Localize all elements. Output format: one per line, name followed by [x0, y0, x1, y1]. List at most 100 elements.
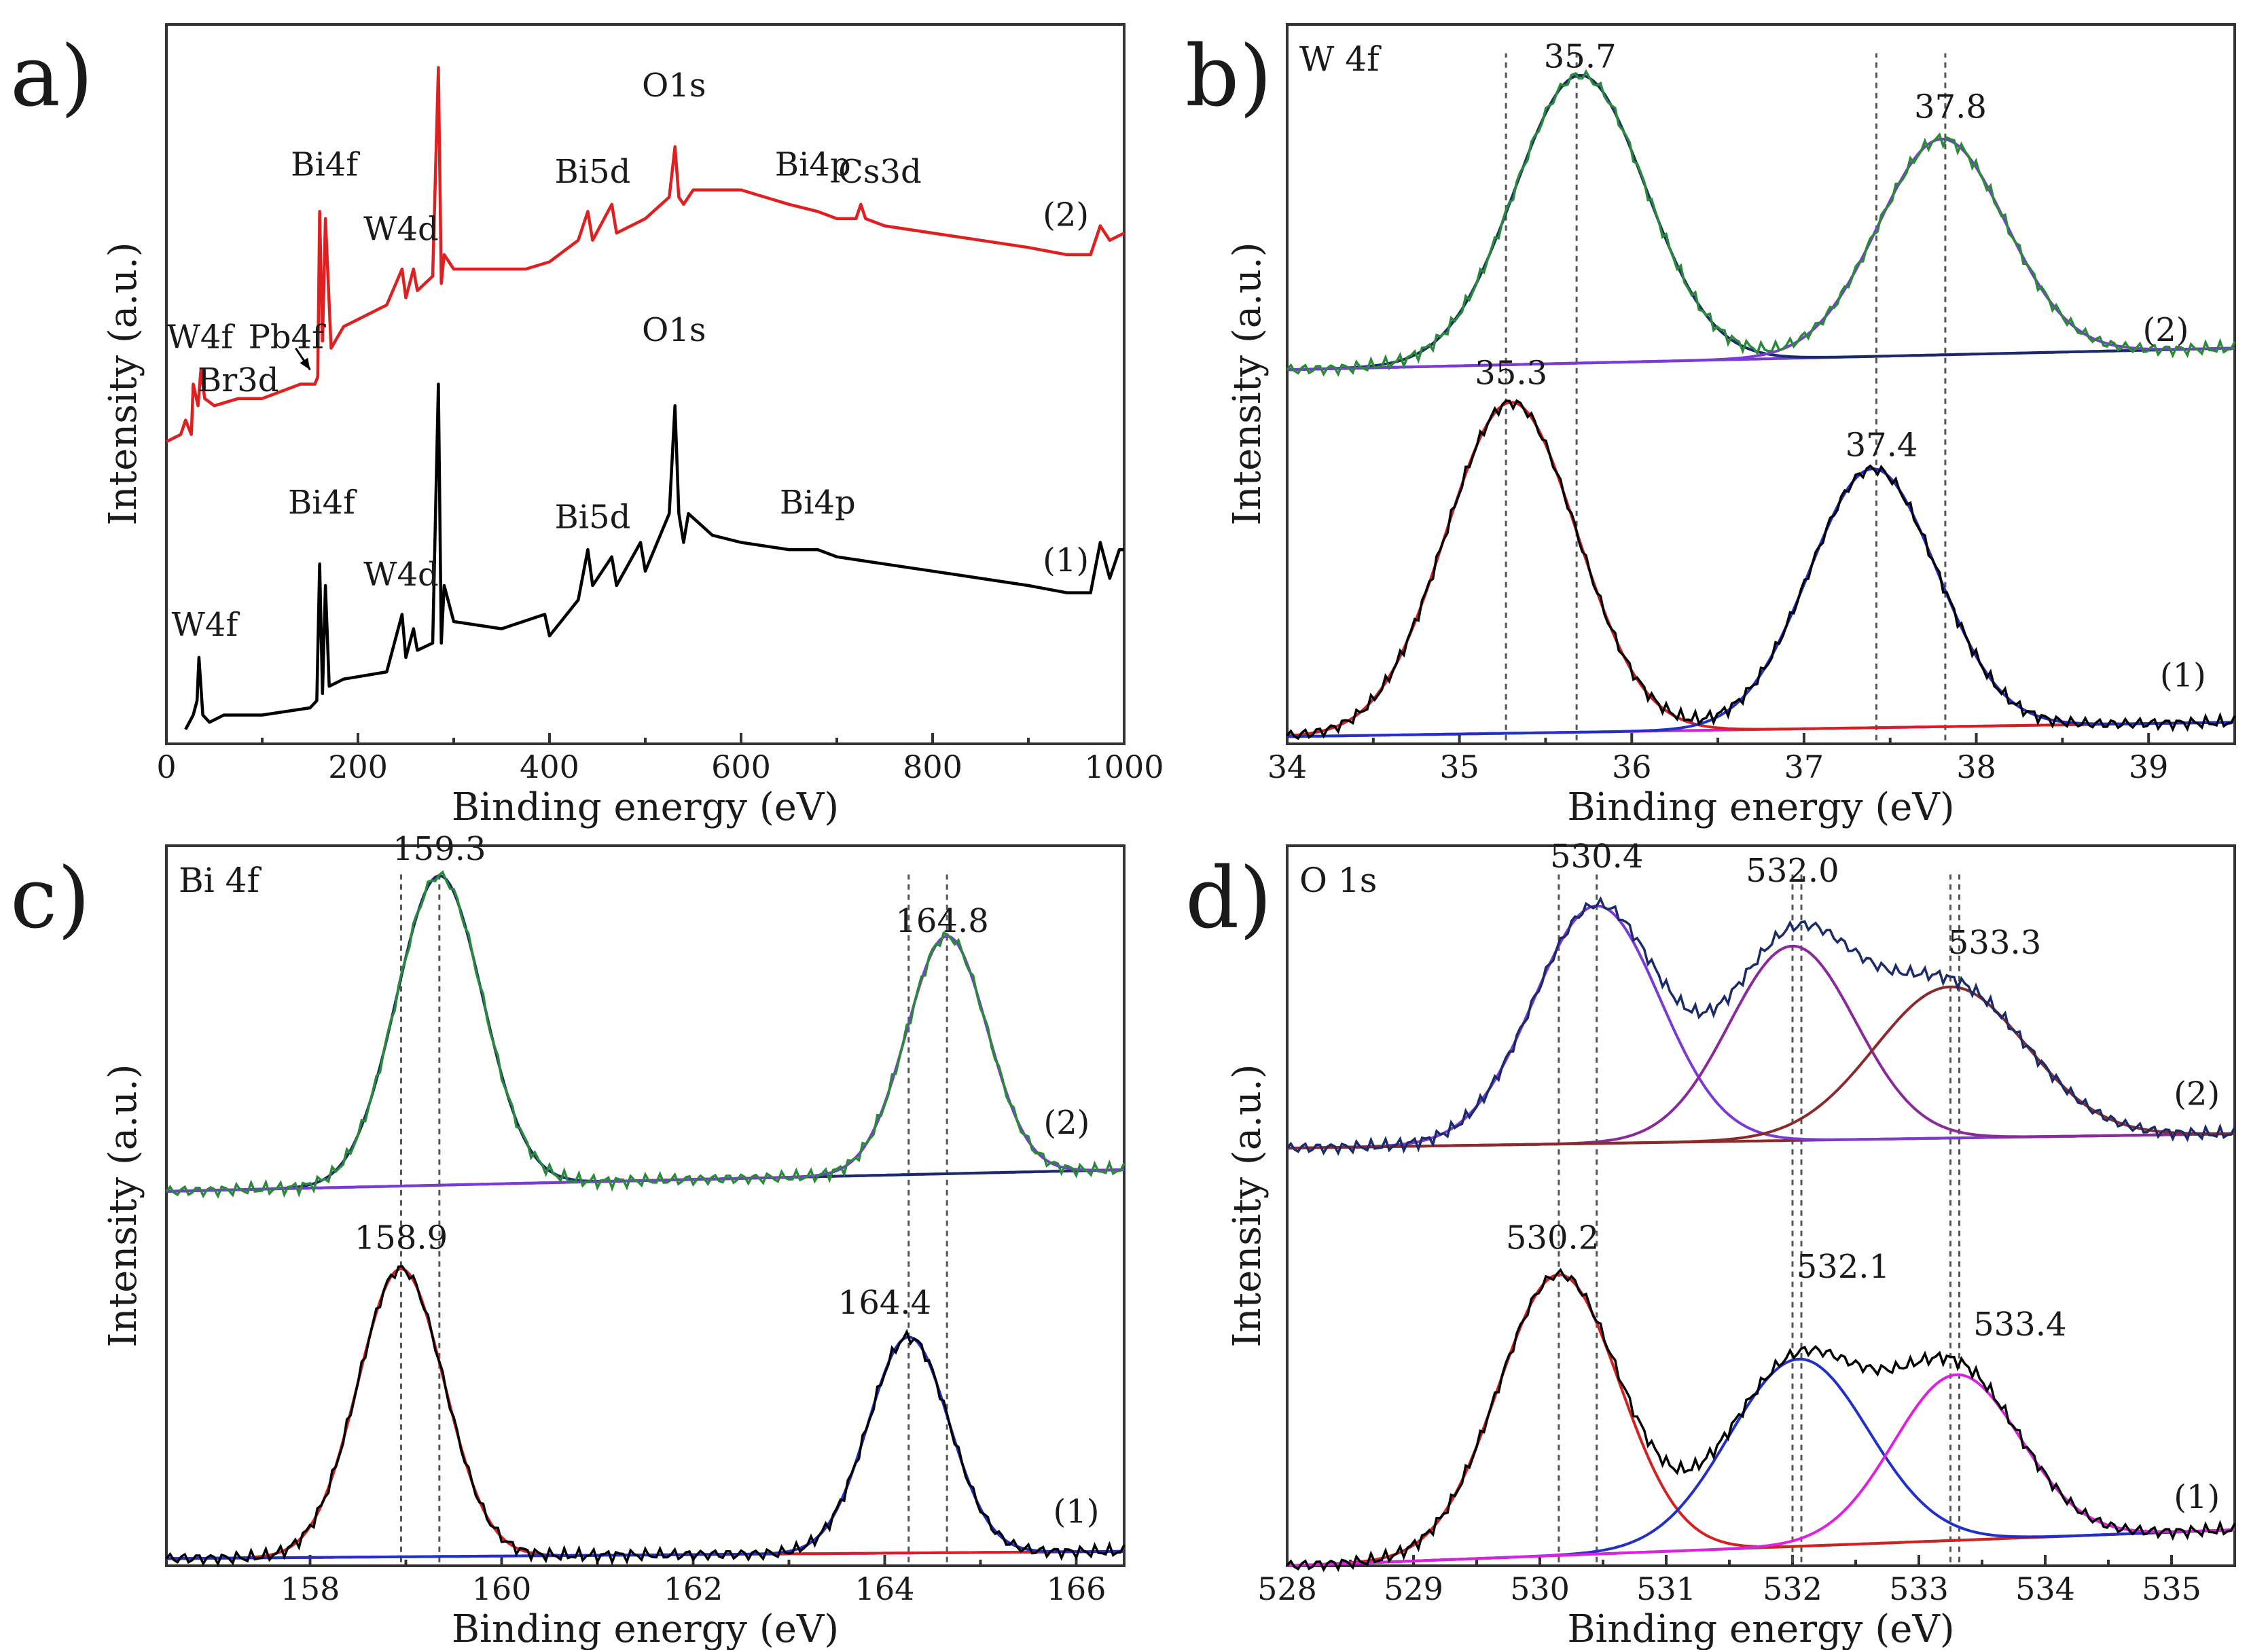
x-tick-label: 38 [1956, 749, 1996, 785]
peak-value-label: 37.4 [1846, 426, 1918, 464]
x-tick-label: 164 [855, 1571, 915, 1607]
x-tick-label: 160 [472, 1571, 532, 1607]
x-axis-title: Binding energy (eV) [1567, 785, 1954, 829]
panel-title: Bi 4f [179, 861, 262, 900]
x-tick-label: 800 [903, 749, 962, 785]
x-tick-label: 532 [1763, 1571, 1822, 1607]
panel-label: d) [1185, 850, 1272, 948]
panel-label: a) [10, 28, 93, 126]
x-tick-label: 530 [1510, 1571, 1570, 1607]
plot-frame [165, 844, 1126, 1567]
panel-d: d) 528 529 530 531 532 533 534 535 Binding energy… [1185, 838, 2236, 1650]
peak-value-label: 158.9 [355, 1219, 448, 1257]
fit-peak-2-3 [1286, 985, 2235, 1150]
peak-value-label: 35.3 [1475, 355, 1547, 393]
peak-value-label: 164.4 [838, 1284, 931, 1322]
envelope-line-2 [1286, 69, 2236, 377]
peak-annotation: Bi4f [288, 484, 357, 522]
panel-a: a) 0 200 400 600 800 1000 Binding energy (eV) In… [10, 23, 1164, 829]
x-tick-label: 36 [1612, 749, 1652, 785]
fit-peak-1-2 [1286, 467, 2235, 738]
panel-title: W 4f [1299, 39, 1382, 79]
peak-value-label: 37.8 [1914, 88, 1987, 126]
peak-annotation: O1s [642, 67, 706, 105]
x-axis-title: Binding energy (eV) [452, 785, 839, 829]
envelope-line-1 [1286, 399, 2236, 740]
x-tick-label: 162 [664, 1571, 723, 1607]
x-tick-label: 535 [2142, 1571, 2201, 1607]
envelope-line-2 [165, 870, 1126, 1199]
envelope-line-1 [165, 1265, 1126, 1567]
fit-peak-1-1 [1286, 401, 2235, 737]
peak-annotation: W4d [363, 211, 439, 249]
envelope-line-1 [1286, 1268, 2236, 1573]
peak-value-label: 532.1 [1797, 1248, 1890, 1286]
peak-annotation: Br3d [198, 361, 278, 399]
x-tick-label: 39 [2129, 749, 2169, 785]
series-line-2 [165, 66, 1126, 444]
series-label: (2) [2143, 311, 2189, 349]
fit-peak-2-2 [166, 935, 1125, 1193]
peak-value-label: 532.0 [1746, 852, 1839, 890]
series-label: (2) [1043, 196, 1089, 234]
peak-annotation: Bi4p [780, 484, 856, 522]
x-axis-title: Binding energy (eV) [1567, 1607, 1954, 1650]
peak-annotation: W4d [363, 556, 439, 594]
y-axis-title: Intensity (a.u.) [101, 242, 145, 525]
series-label: (1) [1054, 1492, 1100, 1530]
peak-value-label: 159.3 [393, 830, 486, 868]
series-label: (2) [2174, 1075, 2220, 1113]
peak-value-label: 530.4 [1550, 838, 1643, 876]
x-tick-label: 35 [1439, 749, 1479, 785]
series-line-1 [184, 382, 1124, 730]
panel-b: b) 34 35 36 37 38 39 Binding energy (eV) Intensi… [1185, 23, 2236, 829]
peak-annotation: O1s [642, 311, 706, 349]
x-tick-label: 531 [1636, 1571, 1696, 1607]
peak-value-label: 533.4 [1973, 1306, 2066, 1344]
peak-value-label: 530.2 [1506, 1219, 1599, 1257]
peak-annotation: Cs3d [838, 153, 922, 191]
y-axis-title: Intensity (a.u.) [1225, 1064, 1270, 1347]
panel-c: c) 158 160 162 164 166 Binding energy (eV) Inte… [10, 830, 1126, 1650]
panel-label: b) [1185, 28, 1272, 126]
peak-annotation: Bi5d [555, 153, 631, 191]
peak-value-label: 35.7 [1544, 38, 1617, 76]
x-tick-label: 534 [2015, 1571, 2075, 1607]
peak-annotation: Bi4f [291, 145, 360, 183]
peak-annotation: W4f [167, 319, 236, 357]
x-axis-title: Binding energy (eV) [452, 1607, 839, 1650]
peak-value-label: 533.3 [1948, 924, 2041, 962]
y-axis-title: Intensity (a.u.) [1225, 242, 1270, 525]
x-tick-label: 37 [1784, 749, 1824, 785]
panel-label: c) [10, 850, 90, 948]
envelope-line-2 [1286, 896, 2236, 1156]
fit-peak-2-2 [1286, 944, 2235, 1150]
x-tick-label: 200 [328, 749, 388, 785]
y-axis-title: Intensity (a.u.) [101, 1064, 145, 1347]
series-label: (2) [1043, 1104, 1090, 1142]
peak-annotation: W4f [172, 606, 240, 644]
panel-title: O 1s [1299, 861, 1377, 900]
fit-peak-2-1 [1286, 73, 2235, 372]
peak-annotation: Bi4p [775, 145, 851, 183]
fit-peak-2-2 [1286, 137, 2235, 372]
series-label: (1) [2174, 1478, 2220, 1516]
arrow-head [300, 357, 310, 370]
fit-peak-1-3 [1286, 1373, 2235, 1567]
x-tick-label: 533 [1889, 1571, 1949, 1607]
fit-peak-1-2 [1286, 1357, 2235, 1567]
x-tick-label: 0 [156, 749, 176, 785]
x-tick-label: 34 [1267, 749, 1308, 785]
x-tick-label: 1000 [1084, 749, 1164, 785]
x-tick-label: 400 [520, 749, 579, 785]
peak-annotation: Bi5d [555, 498, 631, 536]
fit-peak-1-1 [166, 1267, 1124, 1560]
x-tick-label: 600 [711, 749, 771, 785]
x-tick-label: 528 [1257, 1571, 1317, 1607]
peak-annotation: Pb4f [249, 319, 327, 357]
plot-frame [1286, 844, 2236, 1567]
x-tick-label: 158 [281, 1571, 340, 1607]
plot-frame [1286, 23, 2236, 745]
x-tick-label: 529 [1384, 1571, 1443, 1607]
